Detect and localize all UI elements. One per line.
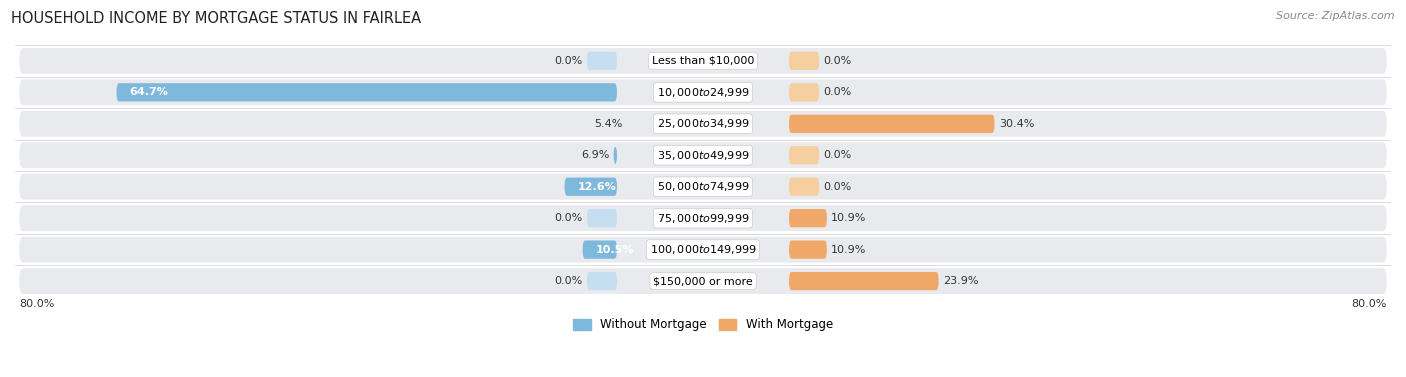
Text: $25,000 to $34,999: $25,000 to $34,999: [657, 117, 749, 130]
Text: 30.4%: 30.4%: [998, 119, 1035, 129]
FancyBboxPatch shape: [789, 115, 994, 133]
Text: 0.0%: 0.0%: [554, 276, 582, 286]
Text: 10.9%: 10.9%: [831, 245, 866, 254]
FancyBboxPatch shape: [613, 146, 617, 164]
FancyBboxPatch shape: [789, 146, 820, 164]
FancyBboxPatch shape: [565, 178, 617, 196]
Text: Source: ZipAtlas.com: Source: ZipAtlas.com: [1277, 11, 1395, 21]
FancyBboxPatch shape: [789, 178, 820, 196]
Text: 0.0%: 0.0%: [554, 213, 582, 223]
Text: 80.0%: 80.0%: [20, 299, 55, 309]
Text: 23.9%: 23.9%: [943, 276, 979, 286]
FancyBboxPatch shape: [117, 83, 617, 101]
FancyBboxPatch shape: [20, 268, 1386, 294]
Text: 0.0%: 0.0%: [554, 56, 582, 66]
Text: $100,000 to $149,999: $100,000 to $149,999: [650, 243, 756, 256]
Text: Less than $10,000: Less than $10,000: [652, 56, 754, 66]
FancyBboxPatch shape: [582, 241, 617, 259]
FancyBboxPatch shape: [20, 205, 1386, 231]
Text: 80.0%: 80.0%: [1351, 299, 1386, 309]
Text: HOUSEHOLD INCOME BY MORTGAGE STATUS IN FAIRLEA: HOUSEHOLD INCOME BY MORTGAGE STATUS IN F…: [11, 11, 422, 26]
FancyBboxPatch shape: [20, 174, 1386, 199]
Text: 0.0%: 0.0%: [824, 56, 852, 66]
FancyBboxPatch shape: [789, 83, 820, 101]
FancyBboxPatch shape: [586, 209, 617, 227]
FancyBboxPatch shape: [20, 80, 1386, 105]
Text: 10.9%: 10.9%: [831, 213, 866, 223]
Text: 0.0%: 0.0%: [824, 87, 852, 97]
Text: 64.7%: 64.7%: [129, 87, 169, 97]
Text: $35,000 to $49,999: $35,000 to $49,999: [657, 149, 749, 162]
FancyBboxPatch shape: [20, 237, 1386, 262]
Text: $75,000 to $99,999: $75,000 to $99,999: [657, 211, 749, 225]
FancyBboxPatch shape: [586, 52, 617, 70]
FancyBboxPatch shape: [789, 272, 939, 290]
Text: 6.9%: 6.9%: [581, 150, 609, 160]
Text: 0.0%: 0.0%: [824, 150, 852, 160]
FancyBboxPatch shape: [789, 241, 827, 259]
Text: $10,000 to $24,999: $10,000 to $24,999: [657, 86, 749, 99]
FancyBboxPatch shape: [20, 111, 1386, 137]
Text: 10.5%: 10.5%: [596, 245, 634, 254]
Text: 5.4%: 5.4%: [593, 119, 623, 129]
Legend: Without Mortgage, With Mortgage: Without Mortgage, With Mortgage: [568, 314, 838, 336]
Text: 12.6%: 12.6%: [578, 182, 616, 192]
FancyBboxPatch shape: [20, 143, 1386, 168]
FancyBboxPatch shape: [586, 272, 617, 290]
Text: 0.0%: 0.0%: [824, 182, 852, 192]
Text: $150,000 or more: $150,000 or more: [654, 276, 752, 286]
FancyBboxPatch shape: [20, 48, 1386, 74]
Text: $50,000 to $74,999: $50,000 to $74,999: [657, 180, 749, 193]
FancyBboxPatch shape: [789, 52, 820, 70]
FancyBboxPatch shape: [789, 209, 827, 227]
